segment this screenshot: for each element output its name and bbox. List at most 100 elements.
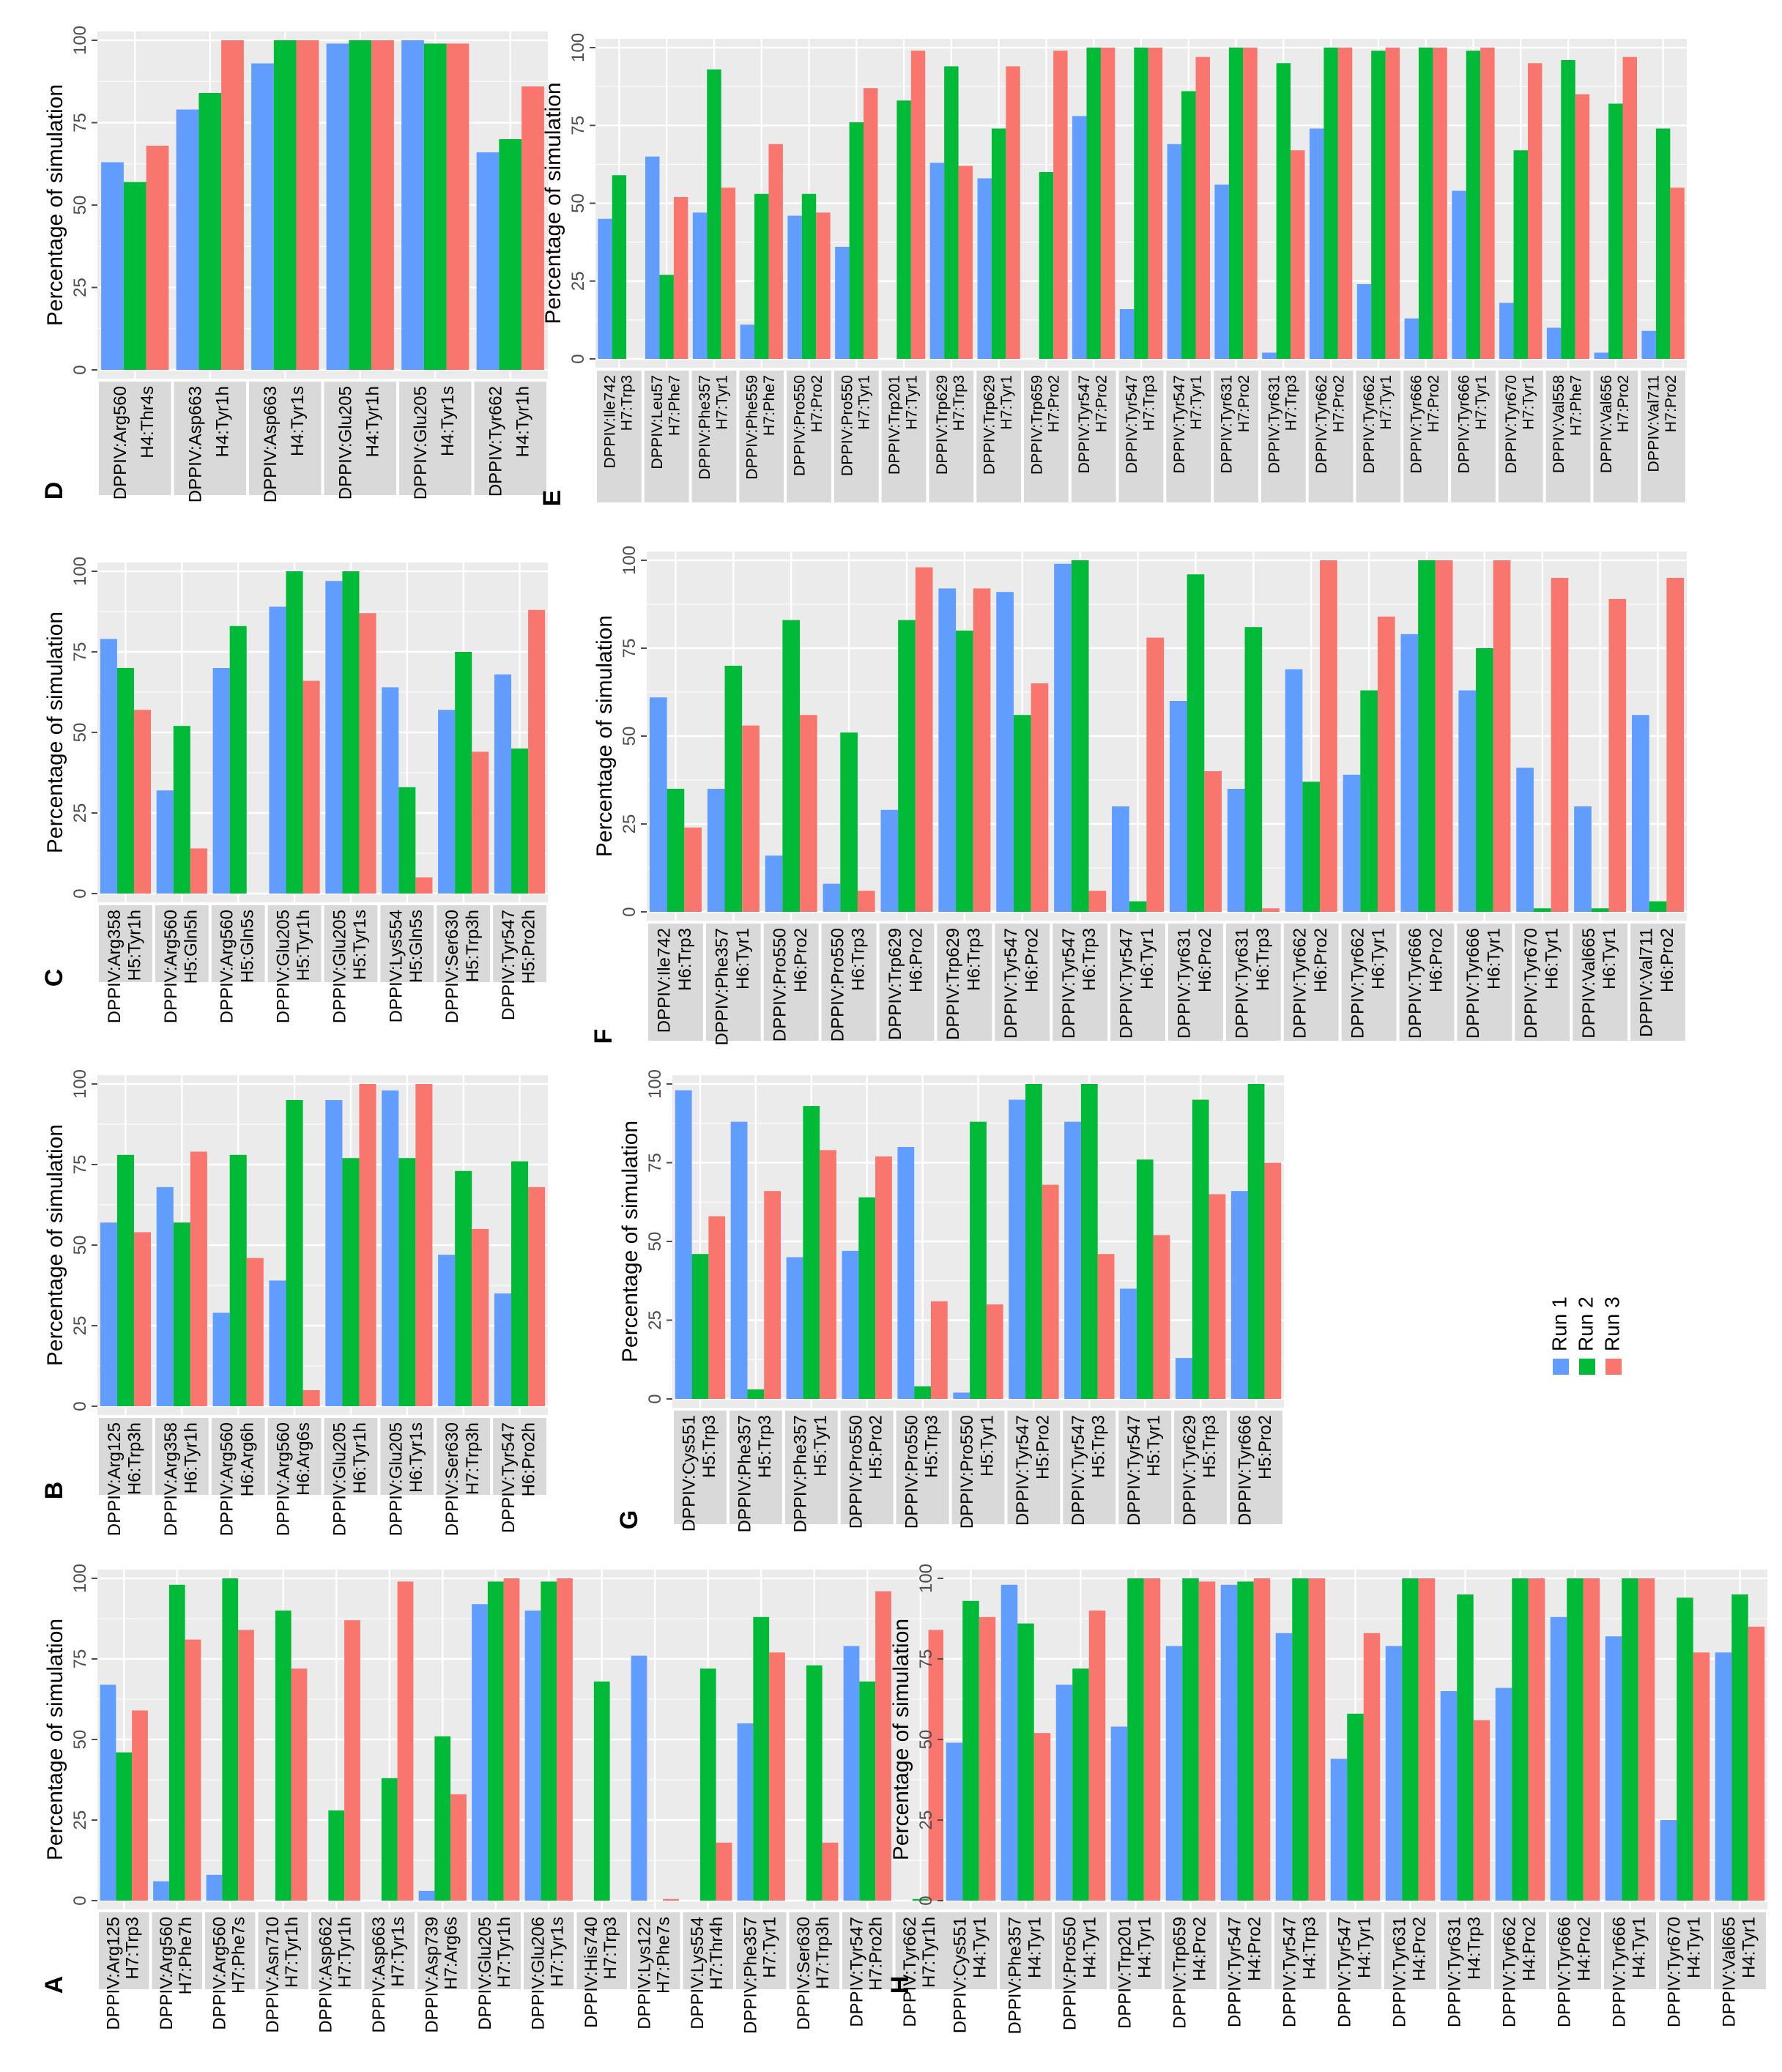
bar-run-1 (212, 1312, 230, 1406)
bar-run-2 (273, 40, 297, 370)
category-label: H6:Arg6h (237, 1422, 257, 1496)
bar-run-2 (1247, 1084, 1265, 1399)
category-label: DPPIV:Asn710 (263, 1917, 283, 2033)
category-label: H7:Trp3 (1140, 375, 1157, 431)
category-label: DPPIV:Tyr547 (1334, 1917, 1354, 2027)
category-label: DPPIV:Tyr547 (1117, 928, 1137, 1039)
category-label: DPPIV:Tyr631 (1232, 928, 1252, 1039)
category-label: H5:Pro2 (866, 1415, 886, 1479)
category-strip (821, 924, 877, 1041)
y-axis-title: Percentage of simulation (43, 612, 67, 853)
bar-run-3 (721, 187, 736, 359)
tick-label: 50 (645, 1232, 665, 1252)
tick-label: 75 (620, 639, 639, 658)
bar-run-2 (1622, 1578, 1638, 1901)
category-label: H7:Tyr1 (998, 375, 1015, 430)
bar-run-2 (782, 620, 801, 912)
bar-run-1 (100, 1222, 117, 1406)
bar-run-1 (1495, 1687, 1512, 1901)
bar-run-1 (438, 1255, 456, 1406)
bar-run-2 (434, 1736, 451, 1901)
category-strip (879, 924, 935, 1041)
category-label: H4:Tyr1h (213, 386, 233, 457)
category-label: DPPIV:Trp201 (886, 375, 903, 475)
bar-run-2 (956, 631, 973, 912)
bar-run-1 (1309, 128, 1324, 359)
bar-run-3 (1243, 48, 1258, 359)
y-axis-title: Percentage of simulation (43, 1619, 67, 1860)
bar-run-3 (415, 1084, 433, 1406)
bar-run-3 (133, 710, 152, 894)
category-label: H7:Thr4h (707, 1917, 727, 1990)
category-strip (881, 371, 927, 502)
category-strip (267, 905, 322, 982)
category-label: DPPIV:Ser630 (442, 910, 462, 1023)
bar-run-2 (1181, 91, 1196, 359)
bar-run-2 (168, 1584, 185, 1901)
category-label: DPPIV:Trp201 (1115, 1917, 1135, 2029)
category-label: H7:Tyr1 (902, 375, 920, 430)
panel-e: DPPIV:Ile742 H7:Trp3 DPPIV:Leu57 H7:Phe7 DPP… (538, 33, 1687, 506)
bar-run-2 (962, 1600, 979, 1901)
category-strip (1110, 924, 1165, 1041)
bar-run-2 (1134, 48, 1148, 359)
bar-run-3 (1666, 578, 1685, 912)
category-label: H5:Tyr1s (350, 910, 370, 980)
y-axis-title: Percentage of simulation (43, 1124, 67, 1366)
panel-letter: D (40, 482, 68, 500)
bar-run-3 (1337, 48, 1353, 359)
bar-run-3 (1622, 56, 1637, 359)
category-label: DPPIV:Asp739 (423, 1917, 442, 2033)
category-label: DPPIV:Asp663 (186, 386, 206, 502)
category-label: H7:Pro2 (1425, 375, 1442, 432)
panel-letter: A (40, 1976, 68, 1994)
bar-run-2 (914, 1386, 931, 1399)
category-strip (1659, 1912, 1711, 1989)
panel-letter: G (615, 1510, 643, 1529)
bar-run-3 (673, 197, 688, 359)
panel-c: DPPIV:Arg358 H5:Tyr1h DPPIV:Arg560 H5:Gln5h… (40, 557, 548, 1023)
legend: Run 1 Run 2 Run 3 (1548, 1296, 1623, 1375)
bar-run-1 (823, 883, 841, 912)
category-strip (1329, 1912, 1381, 1989)
bar-run-1 (1230, 1191, 1248, 1399)
bar-run-2 (1071, 560, 1089, 912)
category-strip (493, 905, 546, 982)
bar-run-1 (1641, 330, 1656, 359)
category-label: DPPIV:Tyr631 (1218, 375, 1236, 474)
category-label: H7:Arg6s (442, 1917, 461, 1990)
category-strip (705, 924, 761, 1041)
bar-run-2 (275, 1611, 292, 1901)
category-label: DPPIV:Tyr662 (1348, 928, 1367, 1039)
category-label: DPPIV:Pro550 (770, 928, 790, 1041)
bar-run-3 (1209, 1194, 1226, 1399)
panel-b: DPPIV:Arg125 H6:Trp3h DPPIV:Arg358 H6:Tyr1h… (40, 1069, 548, 1536)
bar-run-1 (472, 1604, 488, 1901)
category-label: H4:Trp3 (1464, 1917, 1484, 1980)
category-strip (380, 1418, 434, 1495)
category-label: DPPIV:Tyr631 (1265, 375, 1282, 474)
category-label: H5:Gln5s (406, 910, 426, 983)
bar-run-3 (1638, 1578, 1655, 1901)
category-strip (249, 382, 322, 495)
category-label: DPPIV:Glu205 (330, 910, 349, 1023)
category-label: H6:Pro2 (791, 928, 811, 992)
bar-run-1 (1275, 1633, 1293, 1901)
bar-run-2 (1136, 1159, 1154, 1399)
bar-run-2 (1567, 1578, 1584, 1901)
category-label: H5:Trp3 (755, 1415, 775, 1478)
bar-run-2 (1649, 901, 1667, 912)
bar-run-1 (1660, 1820, 1677, 1901)
category-strip (1071, 371, 1116, 502)
category-label: DPPIV:Tyr547 (1123, 375, 1140, 474)
bar-run-1 (740, 324, 755, 359)
legend-swatch (1605, 1359, 1622, 1375)
tick-label: 75 (70, 1649, 90, 1669)
panel-letter: E (538, 490, 566, 507)
bar-run-3 (928, 1630, 945, 1901)
category-strip (945, 1912, 997, 1989)
category-label: H5:Tyr1 (811, 1415, 831, 1477)
category-label: DPPIV:Lys122 (635, 1917, 655, 2030)
bar-run-2 (1025, 1084, 1042, 1399)
bar-run-2 (1039, 172, 1054, 359)
